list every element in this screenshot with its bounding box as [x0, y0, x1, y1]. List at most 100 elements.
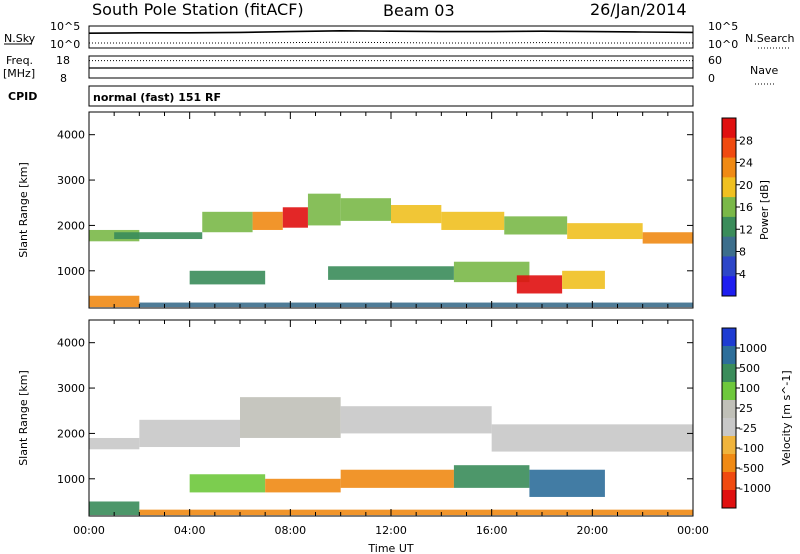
beam-label: Beam 03	[383, 1, 455, 20]
scatter-band-13	[328, 266, 454, 280]
velocity-heatmap	[89, 397, 694, 516]
y-tick-label-1: 2000	[57, 219, 85, 232]
scatter-band-8	[441, 211, 505, 230]
freq-panel-frame	[88, 55, 694, 79]
scatter-band-16	[562, 270, 605, 289]
scatter-band-17	[89, 295, 140, 308]
velocity-ylabel: Slant Range [km]	[17, 370, 30, 466]
colorbar-swatch-6	[722, 236, 736, 257]
scatter-band-8	[453, 465, 530, 488]
freq-label: Freq.	[6, 54, 33, 67]
scatter-band-10	[567, 223, 643, 240]
power-ylabel: Slant Range [km]	[17, 162, 30, 258]
nsky-label: N.Sky	[4, 32, 36, 45]
scatter-band-11	[642, 232, 693, 244]
colorbar-swatch-6	[722, 436, 736, 455]
velocity-colorbar: -1000 -500 -100 -25 25 100 500 1000	[721, 327, 771, 509]
y-tick-label-0: 1000	[57, 265, 85, 278]
power-axes: 1000 2000 3000 4000	[57, 112, 694, 308]
colorbar-tick-label-1: 8	[739, 246, 746, 259]
scatter-band-10	[89, 501, 140, 516]
y-tick-label-0: 1000	[57, 473, 85, 486]
colorbar-frame	[721, 327, 737, 509]
colorbar-swatch-4	[722, 197, 736, 218]
velocity-colorbar-label: Velocity [m s^-1]	[780, 370, 793, 465]
nave-label: Nave	[750, 64, 778, 77]
noise-left-tick-top: 10^5	[50, 20, 80, 33]
noise-left-tick-bottom: 10^0	[50, 38, 80, 51]
power-heatmap	[89, 193, 694, 308]
colorbar-swatch-7	[722, 454, 736, 473]
x-tick-label-6: 00:00	[677, 524, 709, 537]
colorbar-swatch-3	[722, 382, 736, 401]
colorbar-tick-label-3: -25	[739, 422, 757, 435]
scatter-band-0	[89, 437, 140, 450]
scatter-band-7	[340, 469, 454, 488]
x-tick-label-2: 08:00	[274, 524, 306, 537]
scatter-band-9	[504, 216, 568, 235]
scatter-band-5	[307, 193, 341, 226]
cpid-label: CPID	[8, 90, 37, 103]
colorbar-tick-label-4: 20	[739, 179, 753, 192]
noise-right-tick-bottom: 10^0	[708, 38, 738, 51]
nave-tick-top: 60	[708, 54, 722, 67]
colorbar-swatch-5	[722, 418, 736, 437]
scatter-band-15	[516, 275, 563, 294]
colorbar-tick-label-6: 500	[739, 362, 760, 375]
colorbar-swatch-7	[722, 256, 736, 277]
cpid-panel-frame	[88, 85, 694, 107]
colorbar-tick-label-6: 28	[739, 134, 753, 147]
scatter-band-3	[252, 211, 283, 230]
colorbar-tick-label-5: 24	[739, 157, 753, 170]
velocity-axes: 1000 2000 3000 4000 00:00 04:00 08:00 12:00 16:0…	[57, 320, 709, 537]
x-tick-label-3: 12:00	[375, 524, 407, 537]
noise-panel-frame	[88, 25, 694, 49]
noise-right-tick-top: 10^5	[708, 20, 738, 33]
station-title: South Pole Station (fitACF)	[92, 0, 304, 19]
freq-panel	[89, 60, 693, 69]
scatter-band-12	[189, 270, 266, 285]
scatter-band-9	[529, 469, 605, 497]
colorbar-tick-label-3: 16	[739, 201, 753, 214]
y-tick-label-2: 3000	[57, 174, 85, 187]
nsky-series	[88, 29, 694, 34]
colorbar-tick-label-5: 100	[739, 382, 760, 395]
y-tick-label-1: 2000	[57, 427, 85, 440]
nave-tick-bottom: 0	[708, 72, 715, 85]
noise-panel	[88, 29, 694, 44]
colorbar-swatch-8	[722, 276, 736, 297]
power-colorbar: 4 8 12 16 20 24 28	[721, 117, 753, 297]
scatter-band-2	[240, 397, 341, 438]
scatter-band-4	[282, 207, 308, 228]
colorbar-swatch-8	[722, 472, 736, 491]
scatter-band-14	[453, 261, 530, 283]
colorbar-swatch-5	[722, 216, 736, 238]
freq-tick-bottom: 8	[60, 72, 67, 85]
scatter-band-5	[189, 474, 266, 493]
colorbar-tick-label-7: 1000	[739, 342, 767, 355]
colorbar-tick-label-1: -500	[739, 462, 764, 475]
y-tick-label-2: 3000	[57, 382, 85, 395]
colorbar-swatch-4	[722, 400, 736, 419]
date-label: 26/Jan/2014	[590, 0, 687, 19]
y-tick-label-3: 4000	[57, 337, 85, 350]
colorbar-tick-label-4: 25	[739, 402, 753, 415]
x-tick-label-1: 04:00	[174, 524, 206, 537]
colorbar-swatch-2	[722, 157, 736, 178]
freq-unit-label: [MHz]	[3, 67, 35, 80]
cpid-value: normal (fast) 151 RF	[93, 91, 221, 104]
nsearch-label: N.Search	[745, 32, 795, 45]
colorbar-swatch-2	[722, 364, 736, 383]
colorbar-swatch-3	[722, 177, 736, 198]
colorbar-tick-label-2: 12	[739, 223, 753, 236]
x-tick-label-0: 00:00	[73, 524, 105, 537]
scatter-band-4	[491, 424, 693, 452]
y-tick-label-3: 4000	[57, 129, 85, 142]
x-tick-label-4: 16:00	[476, 524, 508, 537]
power-colorbar-label: Power [dB]	[758, 180, 771, 240]
colorbar-tick-label-0: 4	[739, 268, 746, 281]
colorbar-tick-label-2: -100	[739, 442, 764, 455]
scatter-band-7	[391, 205, 442, 224]
scatter-band-3	[340, 406, 492, 434]
